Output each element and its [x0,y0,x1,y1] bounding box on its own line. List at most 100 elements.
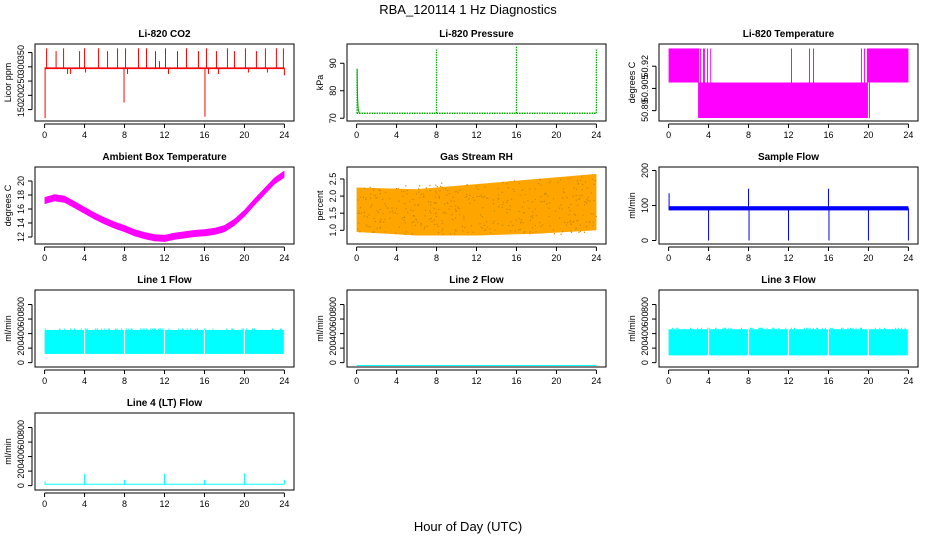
rh-speck [404,202,406,205]
series-texture [672,327,906,330]
rh-speck [370,193,372,195]
rh-speck [441,182,443,184]
x-tick-label: 8 [434,376,439,386]
chart-title: Sample Flow [758,152,819,163]
rh-speck [552,229,554,231]
rh-speck [465,193,468,196]
x-tick-label: 24 [279,130,289,140]
y-tick-label: 50.905 [640,75,650,103]
rh-speck [438,195,440,197]
rh-speck [425,187,427,189]
rh-speck [568,214,570,216]
rh-speck [441,220,443,222]
rh-speck [524,193,526,196]
rh-speck [442,212,444,214]
rh-speck [520,219,523,221]
x-tick-label: 4 [706,130,711,140]
rh-speck [579,224,581,226]
rh-speck [394,232,397,234]
rh-speck [579,179,581,182]
series-band [44,170,285,242]
y-tick-label: 600 [640,312,650,327]
rh-speck [506,208,508,210]
rh-speck [546,203,548,205]
rh-speck [586,187,588,189]
y-tick-label: 800 [16,297,26,312]
x-tick-label: 0 [354,253,359,263]
rh-speck [583,231,586,233]
x-tick-label: 16 [511,376,521,386]
rh-speck [509,208,511,211]
rh-speck [457,192,459,194]
rh-speck [575,228,577,231]
rh-speck [572,220,574,223]
rh-speck [420,193,422,195]
rh-speck [373,217,375,219]
series-block [789,329,828,356]
rh-speck [523,212,526,214]
x-tick-label: 16 [199,499,209,509]
y-axis-label: degrees C [627,61,637,103]
rh-speck [594,179,596,182]
rh-speck [385,191,387,193]
rh-speck [531,215,534,217]
rh-speck [569,177,571,180]
x-tick-label: 12 [471,376,481,386]
rh-speck [570,223,572,225]
rh-speck [476,195,478,198]
rh-speck [395,208,398,210]
rh-speck [374,194,376,197]
rh-speck [455,210,458,212]
series-block [165,329,204,354]
y-axis-label: ml/min [3,438,13,465]
rh-speck [493,210,496,212]
rh-speck [455,230,457,232]
rh-speck [523,201,525,203]
rh-speck [363,212,366,214]
rh-speck [410,209,412,211]
plot-frame [34,43,295,122]
x-tick-label: 20 [863,253,873,263]
rh-speck [461,225,464,228]
plot-frame [34,412,295,491]
x-tick-label: 4 [394,253,399,263]
x-tick-label: 20 [239,499,249,509]
rh-speck [459,189,461,191]
rh-speck [468,198,470,200]
rh-speck [359,207,361,209]
rh-speck [441,222,444,224]
rh-speck [534,188,536,190]
rh-speck [470,225,473,227]
rh-speck [455,229,457,231]
rh-speck [450,200,452,202]
chart-box_temp: Ambient Box Temperature degrees C 0 4 8 12 16 2… [3,152,295,263]
rh-speck [396,213,399,215]
rh-speck [483,224,486,227]
rh-speck [569,210,571,212]
rh-speck [384,203,386,205]
y-tick-label: 2.5 [328,173,338,186]
rh-speck [519,228,521,230]
rh-speck [439,185,442,188]
rh-speck [582,183,584,186]
rh-speck [429,218,431,220]
chart-title: Line 4 (LT) Flow [127,398,203,409]
rh-speck [359,231,361,233]
x-tick-label: 24 [279,499,289,509]
y-tick-label: 20 [16,176,26,186]
rh-speck [481,216,484,218]
series-block [829,329,868,356]
x-tick-label: 4 [394,376,399,386]
rh-speck [482,207,484,209]
plot-area-rh [356,173,597,236]
x-tick-label: 20 [863,130,873,140]
rh-speck [442,228,444,230]
x-axis: 0 4 8 12 16 20 24 [42,369,289,386]
rh-speck [579,230,582,232]
x-tick-label: 16 [199,130,209,140]
rh-speck [529,188,531,190]
series-block [668,48,699,83]
rh-speck [366,216,368,218]
rh-speck [357,199,359,201]
